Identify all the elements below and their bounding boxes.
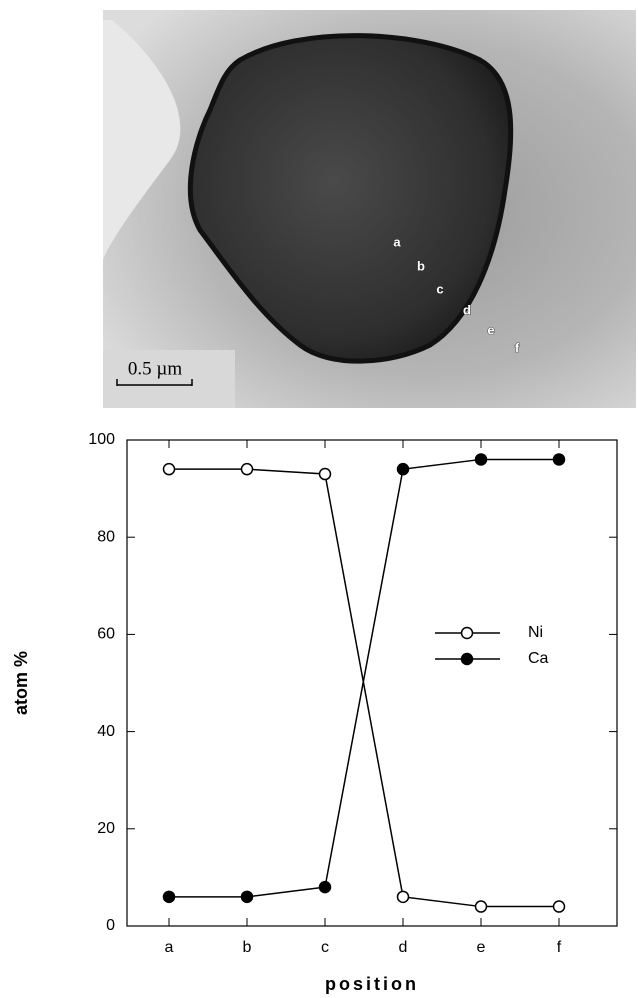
legend-label: Ca bbox=[528, 650, 549, 667]
point-label: c bbox=[436, 281, 443, 296]
legend-marker bbox=[462, 628, 473, 639]
data-point bbox=[476, 454, 487, 465]
y-tick-label: 0 bbox=[106, 917, 115, 934]
data-point bbox=[398, 891, 409, 902]
data-point bbox=[164, 891, 175, 902]
x-tick-label: e bbox=[477, 939, 486, 956]
data-point bbox=[242, 464, 253, 475]
legend-label: Ni bbox=[528, 624, 543, 641]
series-line bbox=[169, 459, 559, 896]
data-point bbox=[476, 901, 487, 912]
data-point bbox=[164, 464, 175, 475]
plot-frame bbox=[127, 440, 617, 926]
x-tick-label: a bbox=[165, 939, 174, 956]
x-tick-label: d bbox=[399, 939, 408, 956]
point-label: f bbox=[515, 340, 520, 355]
y-axis-label: atom % bbox=[11, 651, 31, 715]
data-point bbox=[320, 882, 331, 893]
data-point bbox=[242, 891, 253, 902]
x-tick-label: f bbox=[557, 939, 562, 956]
point-label: b bbox=[417, 258, 425, 273]
plot: atom % position bbox=[11, 440, 617, 994]
figure: 0.5 µm atom % position abcdef02040608010… bbox=[0, 0, 638, 998]
x-tick-label: c bbox=[321, 939, 329, 956]
x-tick-label: b bbox=[243, 939, 252, 956]
x-axis-label: position bbox=[325, 974, 419, 994]
y-tick-label: 100 bbox=[88, 431, 115, 448]
data-point bbox=[554, 454, 565, 465]
data-point bbox=[554, 901, 565, 912]
scale-label: 0.5 µm bbox=[128, 358, 182, 379]
point-label: a bbox=[393, 234, 401, 249]
point-label: e bbox=[487, 322, 494, 337]
legend-marker bbox=[462, 654, 473, 665]
point-label: d bbox=[463, 302, 471, 317]
y-tick-label: 20 bbox=[97, 820, 115, 837]
series-line bbox=[169, 469, 559, 906]
y-tick-label: 60 bbox=[97, 626, 115, 643]
data-point bbox=[320, 469, 331, 480]
micrograph: 0.5 µm bbox=[103, 10, 636, 408]
y-tick-label: 40 bbox=[97, 723, 115, 740]
y-tick-label: 80 bbox=[97, 528, 115, 545]
data-point bbox=[398, 464, 409, 475]
